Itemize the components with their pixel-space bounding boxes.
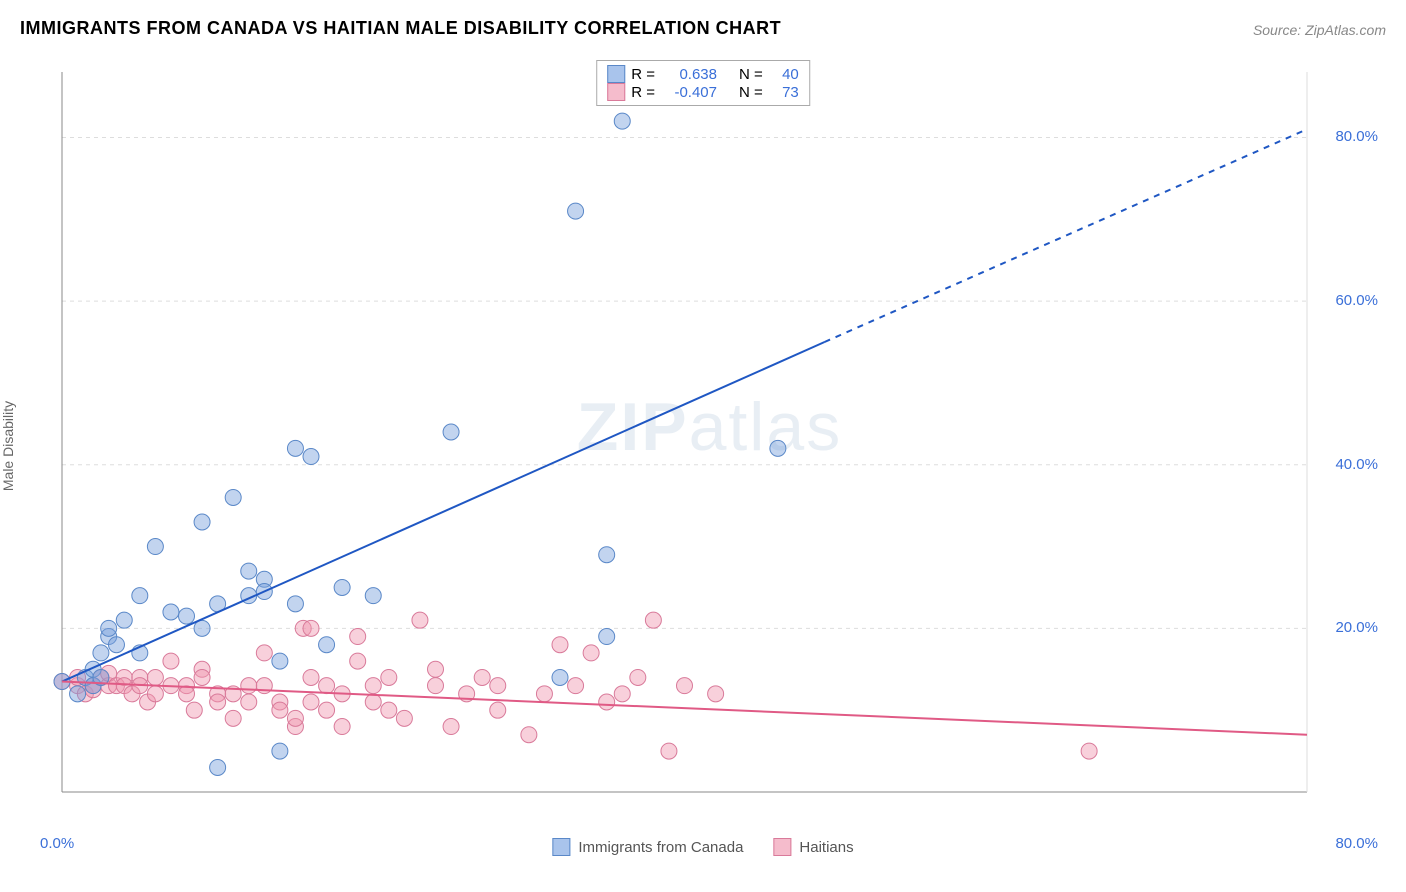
- n-label: N =: [739, 66, 763, 83]
- legend-row-haitians: R = -0.407 N = 73: [607, 83, 799, 101]
- chart-area: ZIPatlas: [52, 62, 1367, 822]
- n-value-canada: 40: [769, 66, 799, 83]
- y-tick-20: 20.0%: [1335, 619, 1378, 636]
- r-value-canada: 0.638: [661, 66, 717, 83]
- r-value-haitians: -0.407: [661, 84, 717, 101]
- y-tick-40: 40.0%: [1335, 456, 1378, 473]
- legend-label-canada: Immigrants from Canada: [578, 839, 743, 856]
- legend-label-haitians: Haitians: [799, 839, 853, 856]
- y-tick-80: 80.0%: [1335, 128, 1378, 145]
- source-attribution: Source: ZipAtlas.com: [1253, 22, 1386, 38]
- y-axis-label: Male Disability: [0, 401, 16, 491]
- swatch-canada-bottom: [552, 838, 570, 856]
- r-label: R =: [631, 84, 655, 101]
- n-value-haitians: 73: [769, 84, 799, 101]
- swatch-haitians: [607, 83, 625, 101]
- y-tick-60: 60.0%: [1335, 292, 1378, 309]
- x-tick-1: 80.0%: [1335, 835, 1378, 852]
- correlation-legend: R = 0.638 N = 40 R = -0.407 N = 73: [596, 60, 810, 106]
- legend-item-canada: Immigrants from Canada: [552, 838, 743, 856]
- scatter-plot: [52, 62, 1367, 822]
- series-legend: Immigrants from Canada Haitians: [552, 838, 853, 856]
- r-label: R =: [631, 66, 655, 83]
- legend-row-canada: R = 0.638 N = 40: [607, 65, 799, 83]
- x-tick-0: 0.0%: [40, 835, 74, 852]
- chart-title: IMMIGRANTS FROM CANADA VS HAITIAN MALE D…: [20, 18, 781, 39]
- n-label: N =: [739, 84, 763, 101]
- swatch-haitians-bottom: [773, 838, 791, 856]
- legend-item-haitians: Haitians: [773, 838, 853, 856]
- swatch-canada: [607, 65, 625, 83]
